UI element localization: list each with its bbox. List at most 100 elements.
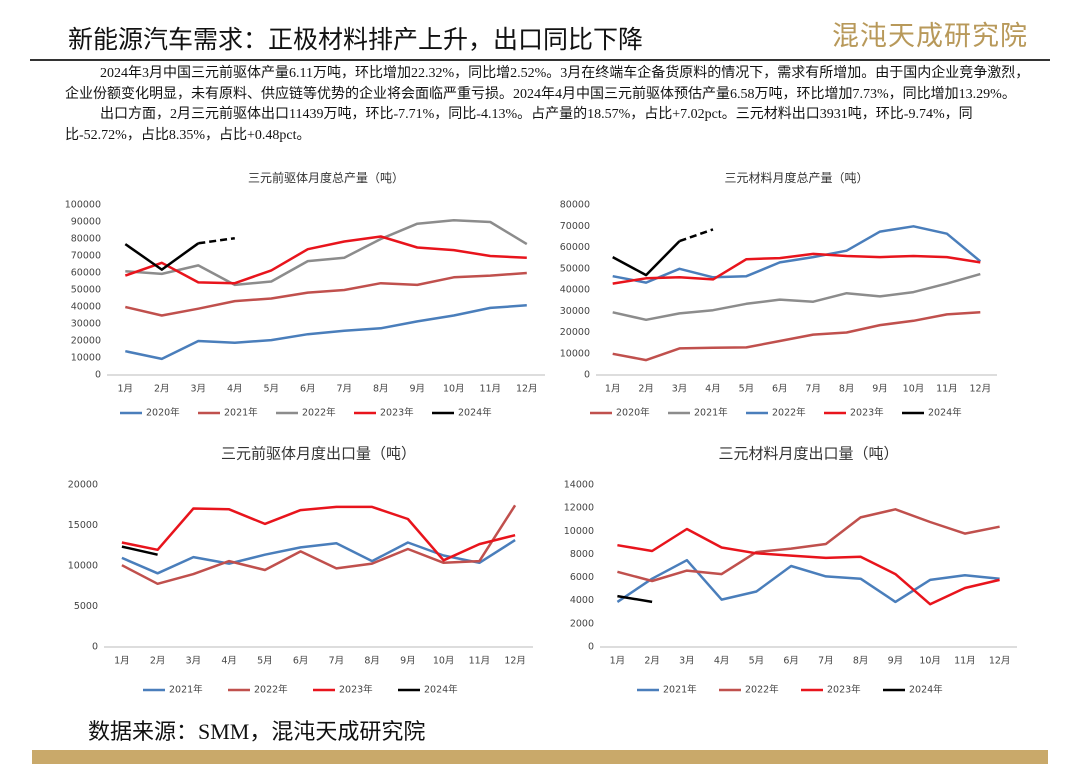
x-tick-label: 6月 [293, 656, 309, 667]
y-tick-label: 20000 [71, 336, 101, 347]
x-tick-label: 4月 [714, 656, 730, 667]
x-tick-label: 12月 [969, 384, 991, 395]
legend-label: 2021年 [169, 684, 203, 696]
summary: 2024年3月中国三元前驱体产量6.11万吨，环比增加22.32%，同比增2.5… [65, 64, 1040, 146]
y-tick-label: 10000 [68, 561, 98, 572]
y-tick-label: 80000 [560, 200, 590, 211]
x-tick-label: 4月 [705, 384, 721, 395]
series-line [121, 539, 516, 575]
logo: 混沌天成研究院 [832, 21, 1028, 51]
x-tick-label: 2月 [154, 384, 170, 395]
y-tick-label: 5000 [74, 601, 98, 612]
y-tick-label: 60000 [71, 268, 101, 279]
series-line [617, 594, 653, 604]
y-tick-label: 20000 [68, 480, 98, 491]
legend-label: 2024年 [928, 407, 962, 419]
x-tick-label: 6月 [300, 384, 316, 395]
x-tick-label: 5月 [739, 384, 755, 395]
series-line [125, 304, 527, 361]
legend-label: 2023年 [339, 684, 373, 696]
slide-title: 新能源汽车需求：正极材料排产上升，出口同比下降 [68, 27, 644, 54]
x-tick-label: 5月 [263, 384, 279, 395]
x-tick-label: 8月 [853, 656, 869, 667]
y-tick-label: 0 [95, 370, 101, 381]
x-tick-label: 2月 [644, 656, 660, 667]
x-tick-label: 3月 [679, 656, 695, 667]
chart-title: 三元前驱体月度总产量（吨） [248, 170, 404, 185]
x-tick-label: 10月 [443, 384, 465, 395]
series-line [121, 505, 516, 562]
series-line [612, 252, 981, 285]
x-tick-label: 9月 [888, 656, 904, 667]
y-tick-label: 10000 [564, 526, 594, 537]
y-tick-label: 80000 [71, 234, 101, 245]
y-tick-label: 10000 [560, 348, 590, 359]
y-tick-label: 30000 [71, 319, 101, 330]
x-tick-label: 7月 [336, 384, 352, 395]
y-tick-label: 6000 [570, 572, 594, 583]
source: 数据来源：SMM，混沌天成研究院 [88, 719, 426, 744]
y-tick-label: 40000 [71, 302, 101, 313]
series-line [612, 272, 981, 322]
y-tick-label: 40000 [560, 285, 590, 296]
legend-label: 2022年 [302, 407, 336, 419]
y-tick-label: 0 [584, 370, 590, 381]
y-tick-label: 100000 [65, 200, 101, 211]
y-tick-label: 50000 [71, 285, 101, 296]
legend-label: 2021年 [224, 407, 258, 419]
y-tick-label: 12000 [564, 503, 594, 514]
x-tick-label: 1月 [610, 656, 626, 667]
series-line [124, 235, 527, 285]
legend-label: 2023年 [850, 407, 884, 419]
x-tick-label: 1月 [605, 384, 621, 395]
series-line [198, 236, 235, 245]
x-tick-label: 12月 [989, 656, 1011, 667]
x-tick-label: 5月 [257, 656, 273, 667]
x-tick-label: 2月 [150, 656, 166, 667]
y-tick-label: 2000 [570, 618, 594, 629]
y-tick-label: 30000 [560, 306, 590, 317]
x-tick-label: 1月 [114, 656, 130, 667]
y-tick-label: 70000 [560, 221, 590, 232]
x-tick-label: 7月 [805, 384, 821, 395]
x-tick-label: 9月 [872, 384, 888, 395]
y-tick-label: 10000 [71, 353, 101, 364]
y-tick-label: 8000 [570, 549, 594, 560]
x-tick-label: 3月 [186, 656, 202, 667]
legend-label: 2021年 [663, 684, 697, 696]
x-tick-label: 8月 [839, 384, 855, 395]
legend-label: 2021年 [694, 407, 728, 419]
series-line [616, 558, 1000, 604]
footer-bar [32, 750, 1048, 764]
series-line [612, 311, 981, 362]
y-tick-label: 14000 [564, 480, 594, 491]
x-tick-label: 9月 [400, 656, 416, 667]
x-tick-label: 10月 [903, 384, 925, 395]
y-tick-label: 15000 [68, 520, 98, 531]
chart-title: 三元材料月度总产量（吨） [724, 170, 868, 185]
x-tick-label: 4月 [221, 656, 237, 667]
x-tick-label: 1月 [117, 384, 133, 395]
paragraph: 2024年3月中国三元前驱体产量6.11万吨，环比增加22.32%，同比增2.5… [65, 66, 1030, 102]
y-tick-label: 60000 [560, 242, 590, 253]
paragraph: 出口方面，2月三元前驱体出口11439万吨，环比-7.71%，同比-4.13%。… [65, 107, 973, 143]
x-tick-label: 7月 [329, 656, 345, 667]
series-line [617, 527, 1000, 606]
x-tick-label: 3月 [190, 384, 206, 395]
legend-label: 2024年 [909, 684, 943, 696]
x-tick-label: 10月 [433, 656, 455, 667]
y-tick-label: 0 [588, 642, 594, 653]
y-tick-label: 70000 [71, 251, 101, 262]
series-line [121, 545, 158, 556]
x-tick-label: 11月 [936, 384, 958, 395]
x-tick-label: 6月 [783, 656, 799, 667]
series-line [679, 228, 714, 243]
x-tick-label: 12月 [504, 656, 526, 667]
x-tick-label: 6月 [772, 384, 788, 395]
x-tick-label: 4月 [227, 384, 243, 395]
x-tick-label: 12月 [516, 384, 538, 395]
legend-label: 2022年 [745, 684, 779, 696]
x-tick-label: 10月 [919, 656, 941, 667]
